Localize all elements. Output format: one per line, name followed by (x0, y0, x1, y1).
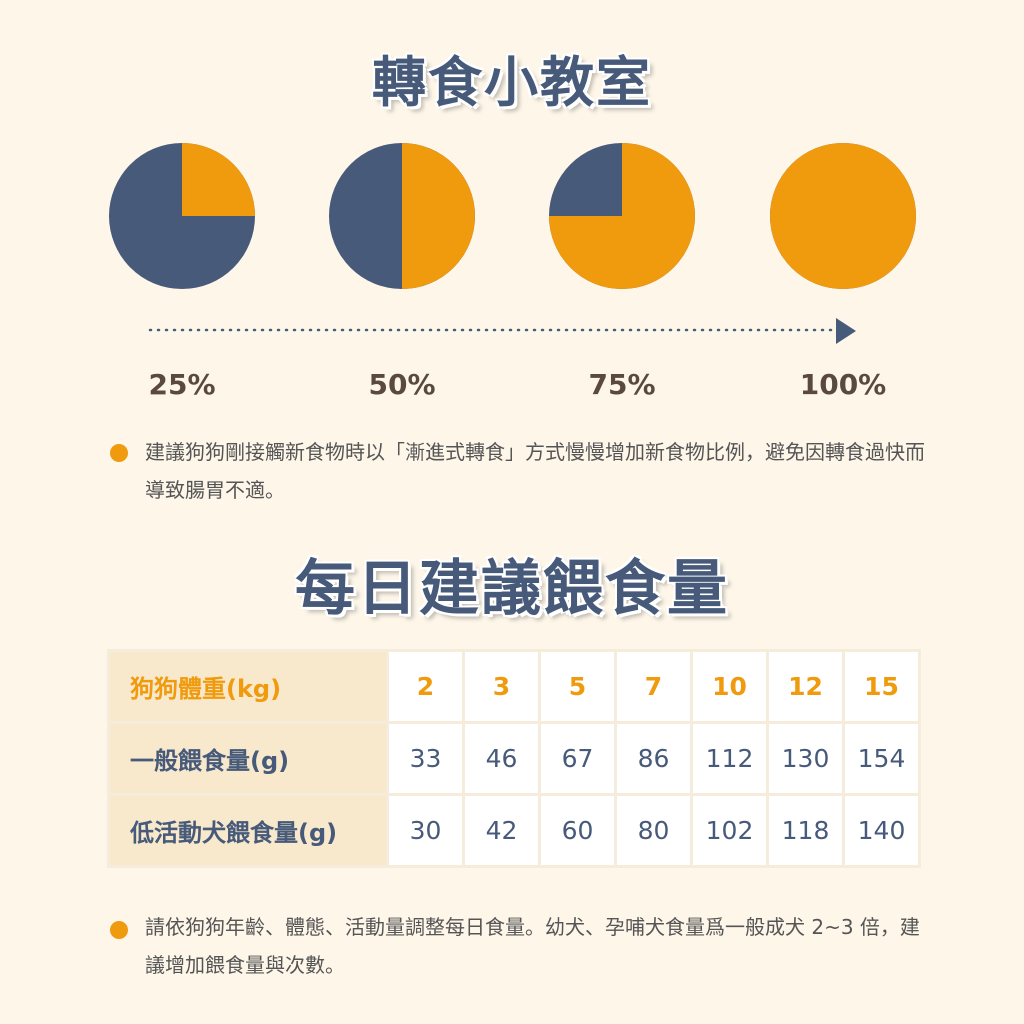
feeding-table: 狗狗體重(kg) 2 3 5 7 10 12 15 一般餵食量(g) 33 46 67 86 112 130… (107, 649, 921, 868)
pie-new-food-slice (182, 143, 255, 216)
pie-label: 75% (588, 368, 656, 401)
table-row: 一般餵食量(g) 33 46 67 86 112 130 154 (110, 724, 918, 793)
pie-100% (770, 143, 916, 289)
table-cell: 15 (845, 652, 918, 721)
pie-label: 100% (799, 368, 887, 401)
pie-label: 25% (148, 368, 216, 401)
table-cell: 10 (693, 652, 766, 721)
section-title-daily-feeding: 每日建議餵食量 (295, 554, 729, 624)
table-cell: 5 (541, 652, 614, 721)
pie-25% (109, 143, 255, 289)
table-cell: 130 (769, 724, 842, 793)
arrow-head-icon (836, 318, 856, 344)
table-cell: 102 (693, 796, 766, 865)
pie-new-food-slice (549, 143, 695, 289)
table-cell: 112 (693, 724, 766, 793)
table-row: 狗狗體重(kg) 2 3 5 7 10 12 15 (110, 652, 918, 721)
table-cell: 140 (845, 796, 918, 865)
row-header: 低活動犬餵食量(g) (110, 796, 386, 865)
pie-new-food-slice (770, 143, 916, 289)
section-title-food-transition: 轉食小教室 (372, 51, 652, 114)
table-cell: 67 (541, 724, 614, 793)
transition-note: 建議狗狗剛接觸新食物時以「漸進式轉食」方式慢慢增加新食物比例，避免因轉食過快而導… (145, 440, 925, 502)
table-cell: 12 (769, 652, 842, 721)
table-cell: 118 (769, 796, 842, 865)
table-cell: 154 (845, 724, 918, 793)
row-header: 狗狗體重(kg) (110, 652, 386, 721)
table-cell: 30 (389, 796, 462, 865)
table-cell: 86 (617, 724, 690, 793)
table-cell: 42 (465, 796, 538, 865)
table-cell: 7 (617, 652, 690, 721)
row-header: 一般餵食量(g) (110, 724, 386, 793)
bullet-icon (110, 444, 128, 462)
feeding-note: 請依狗狗年齡、體態、活動量調整每日食量。幼犬、孕哺犬食量爲一般成犬 2~3 倍，… (145, 915, 920, 977)
table-cell: 3 (465, 652, 538, 721)
table-cell: 33 (389, 724, 462, 793)
pie-new-food-slice (402, 143, 475, 289)
table-row: 低活動犬餵食量(g) 30 42 60 80 102 118 140 (110, 796, 918, 865)
pie-charts (109, 143, 916, 344)
pie-50% (329, 143, 475, 289)
table-cell: 46 (465, 724, 538, 793)
table-cell: 60 (541, 796, 614, 865)
pie-label: 50% (368, 368, 436, 401)
progress-arrow (148, 318, 856, 344)
pie-75% (549, 143, 695, 289)
table-cell: 2 (389, 652, 462, 721)
table-cell: 80 (617, 796, 690, 865)
bullet-icon (110, 921, 128, 939)
